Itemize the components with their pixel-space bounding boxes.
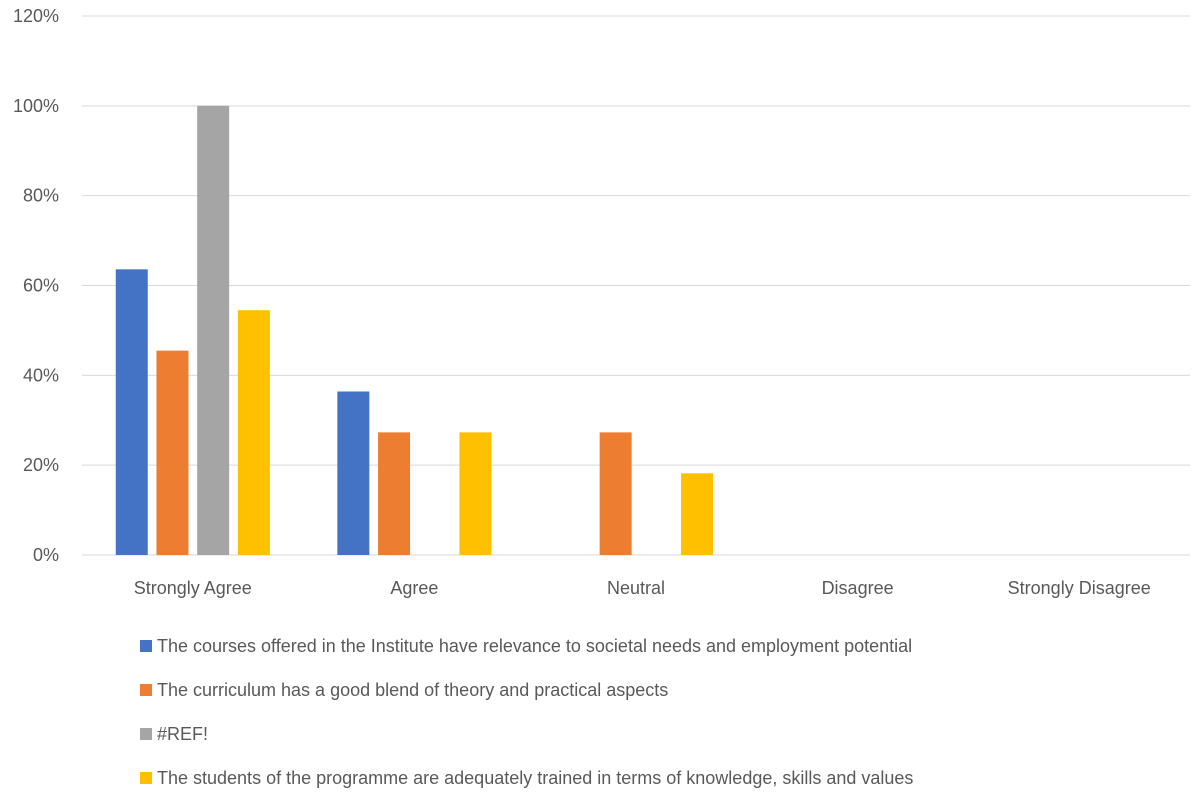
legend-item: The courses offered in the Institute hav… [140, 624, 1190, 668]
legend-label: The students of the programme are adequa… [157, 767, 914, 788]
legend-label: The curriculum has a good blend of theor… [157, 679, 669, 700]
y-tick-label: 120% [13, 6, 59, 26]
bar-2-1 [378, 432, 411, 555]
x-category-label: Neutral [607, 578, 665, 598]
legend: The courses offered in the Institute hav… [140, 624, 1190, 800]
x-category-label: Strongly Disagree [1008, 578, 1151, 598]
legend-swatch [140, 684, 152, 696]
bar-4-1 [459, 432, 492, 555]
bar-chart: 0% 20% 40% 60% 80% 100% 120% Strongly Agree Agr… [13, 6, 1190, 598]
legend-label: The courses offered in the Institute hav… [157, 635, 913, 656]
bar-3-0 [197, 105, 230, 555]
legend-swatch [140, 640, 152, 652]
y-tick-label: 20% [23, 455, 59, 475]
x-axis-category-labels: Strongly Agree Agree Neutral Disagree Strong… [134, 578, 1151, 598]
bar-1-1 [337, 391, 370, 555]
bar-4-2 [681, 473, 714, 555]
legend-item: #REF! [140, 712, 1190, 756]
bars [115, 105, 714, 555]
y-tick-label: 80% [23, 186, 59, 206]
legend-label: #REF! [157, 723, 209, 744]
legend-swatch [140, 728, 152, 740]
x-category-label: Disagree [822, 578, 894, 598]
y-tick-label: 0% [33, 545, 59, 565]
legend-item: The students of the programme are adequa… [140, 756, 1190, 800]
y-axis-tick-labels: 0% 20% 40% 60% 80% 100% 120% [13, 6, 59, 565]
x-category-label: Agree [390, 578, 438, 598]
legend-swatch [140, 772, 152, 784]
bar-1-0 [115, 269, 148, 555]
y-tick-label: 40% [23, 365, 59, 385]
bar-2-2 [599, 432, 632, 555]
y-tick-label: 100% [13, 96, 59, 116]
bar-2-0 [156, 350, 189, 555]
legend-item: The curriculum has a good blend of theor… [140, 668, 1190, 712]
bar-4-0 [237, 310, 270, 555]
x-category-label: Strongly Agree [134, 578, 252, 598]
y-tick-label: 60% [23, 276, 59, 296]
